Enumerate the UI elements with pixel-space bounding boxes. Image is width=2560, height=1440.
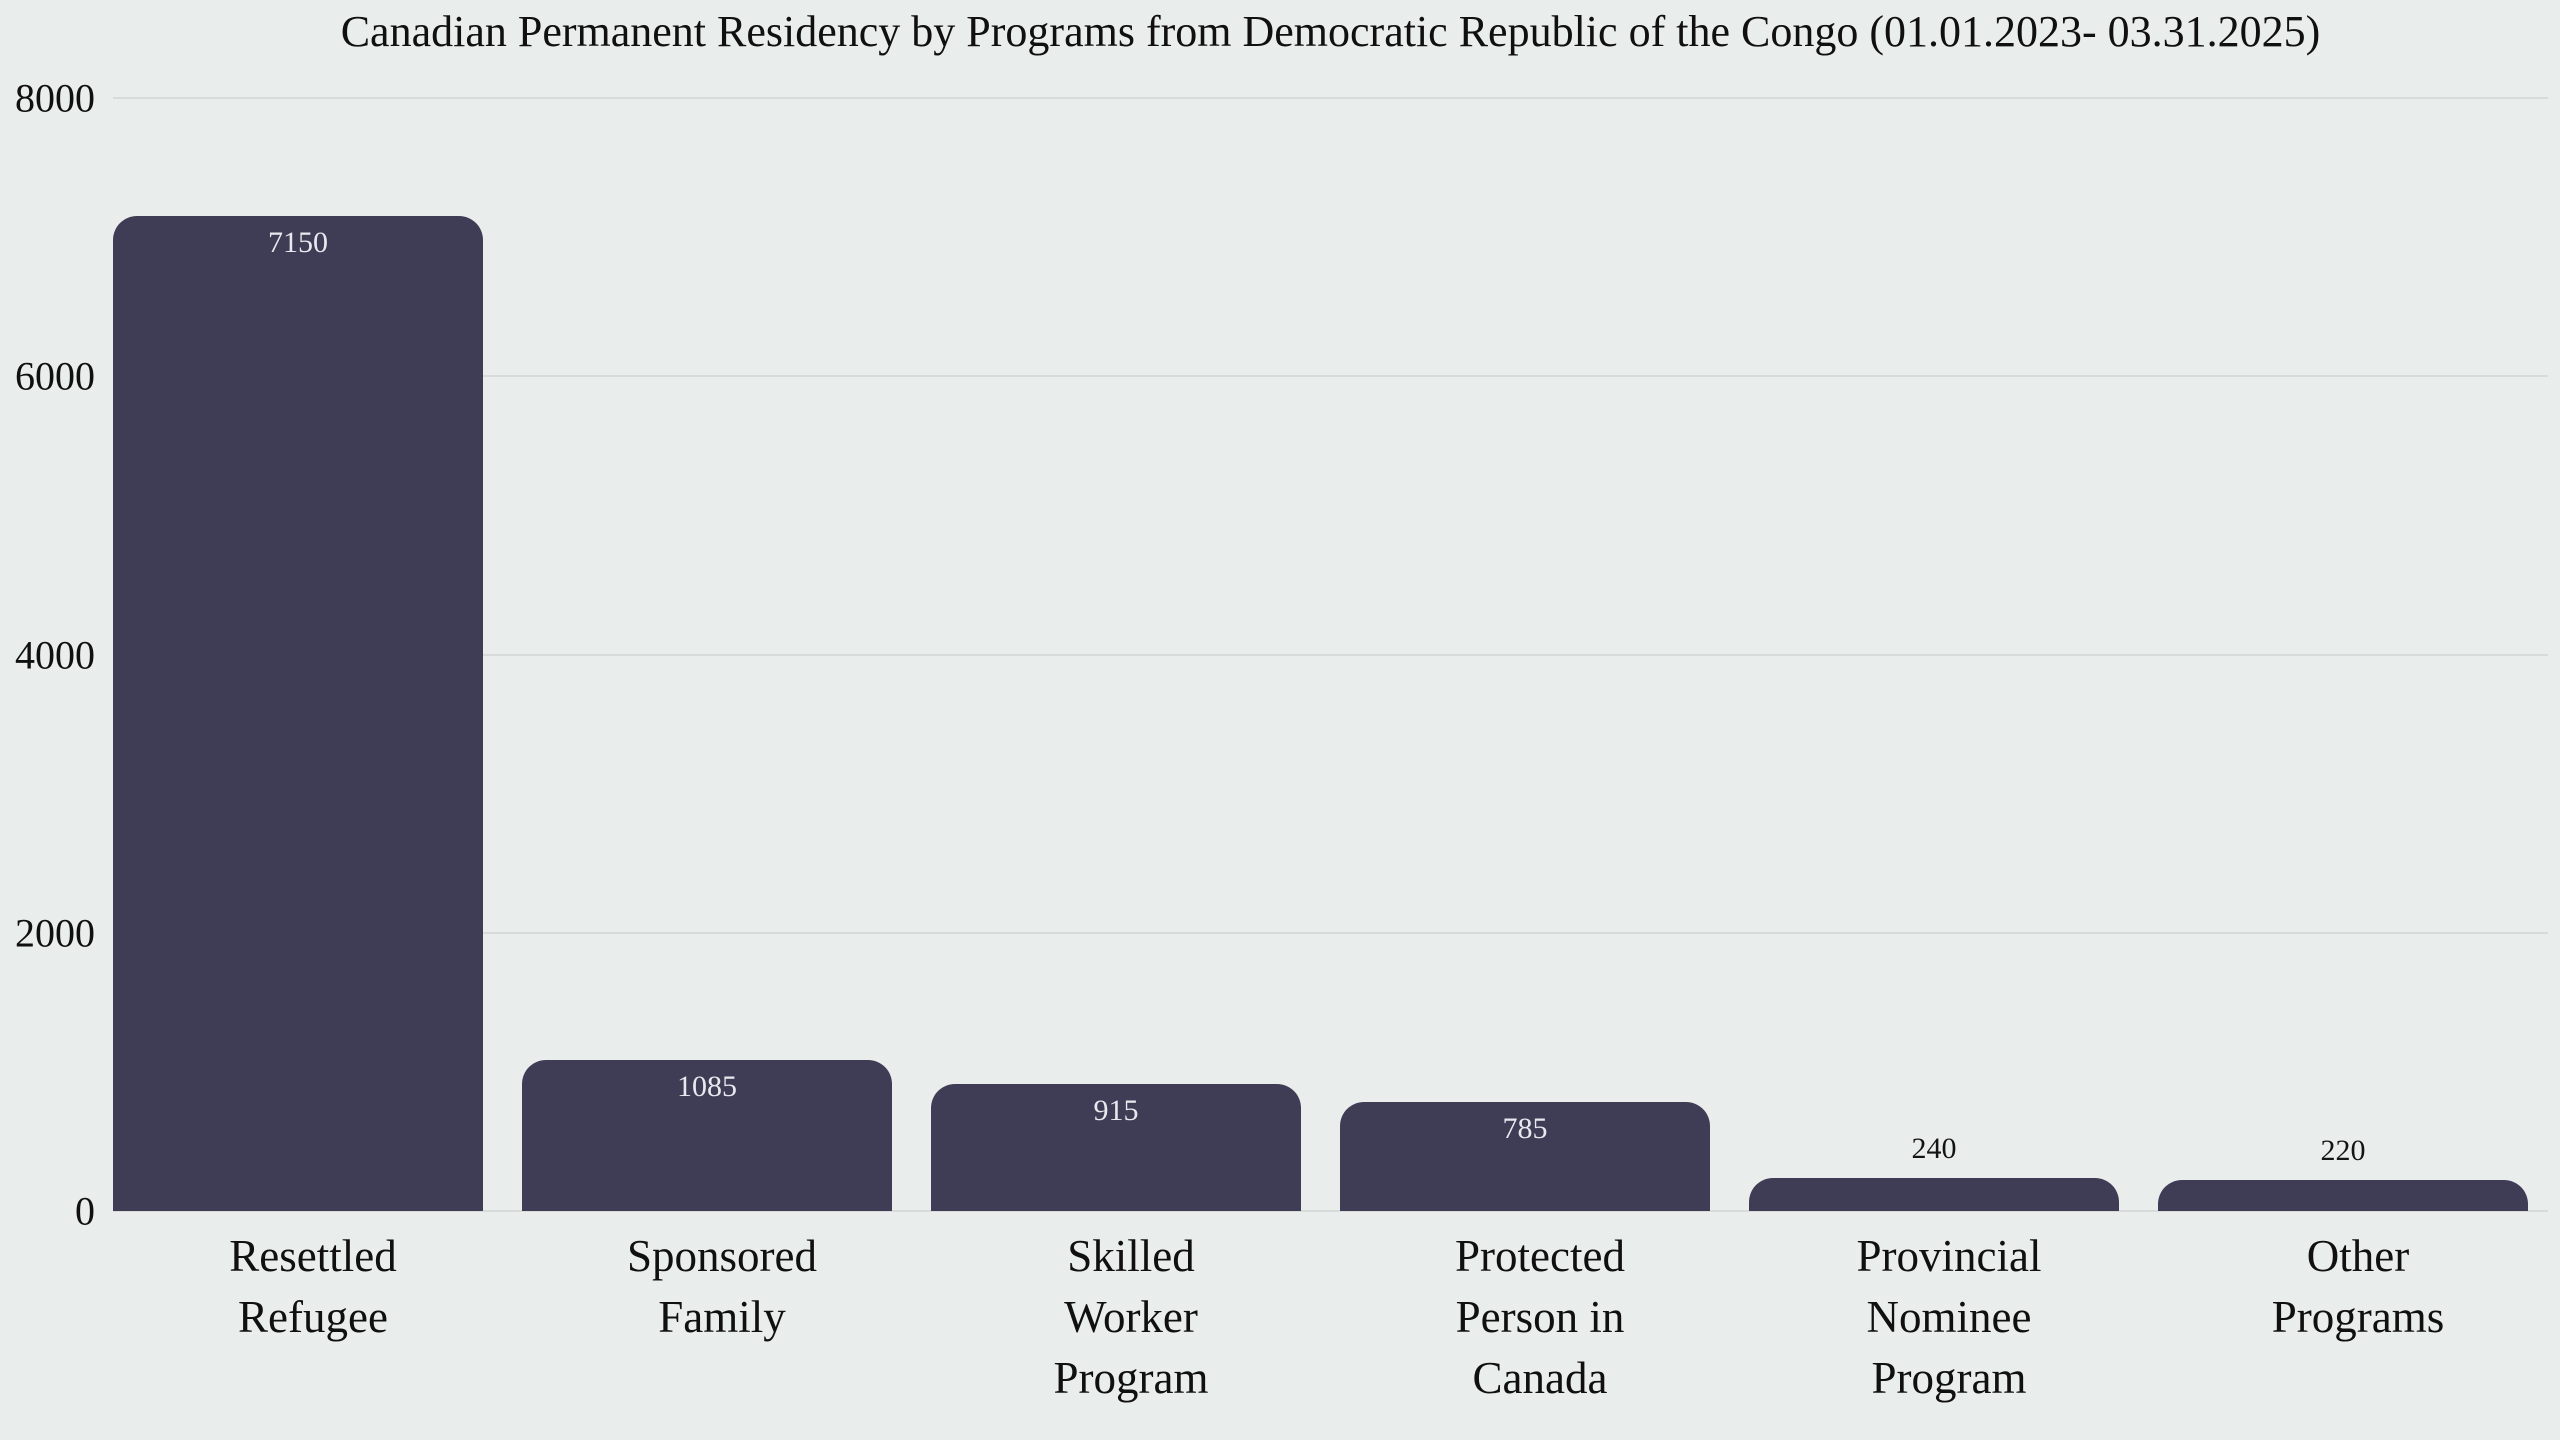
x-axis-label: Protected Person in Canada <box>1455 1231 1625 1403</box>
bar <box>2158 1180 2528 1211</box>
bar <box>1340 1101 1710 1211</box>
gridline <box>113 97 2548 99</box>
gridline <box>113 931 2548 934</box>
y-axis-tick-label: 4000 <box>15 632 95 677</box>
gridline <box>113 653 2548 656</box>
bar <box>113 216 483 1211</box>
gridline <box>113 375 2548 378</box>
bar <box>1749 1177 2119 1211</box>
chart-title: Canadian Permanent Residency by Programs… <box>340 7 2321 56</box>
x-axis-label: Resettled Refugee <box>229 1231 397 1342</box>
bar <box>931 1083 1301 1211</box>
bar-value-label: 915 <box>1093 1093 1139 1127</box>
x-axis-label: Skilled Worker Program <box>1053 1231 1209 1403</box>
y-axis-tick-label: 6000 <box>15 353 95 399</box>
x-axis-label: Sponsored Family <box>627 1231 817 1342</box>
gridline <box>113 1210 2548 1212</box>
bar-value-label: 240 <box>1911 1131 1957 1165</box>
x-axis-label: Other Programs <box>2271 1231 2445 1342</box>
bar-value-label: 220 <box>2320 1134 2366 1168</box>
x-axis-label: Provincial Nominee Program <box>1856 1231 2042 1403</box>
bar <box>522 1060 892 1211</box>
y-axis-tick-label: 8000 <box>15 75 95 121</box>
bar-value-label: 1085 <box>677 1070 737 1104</box>
y-axis-tick-label: 0 <box>75 1188 95 1234</box>
bar-value-label: 785 <box>1502 1111 1548 1145</box>
bar-value-label: 7150 <box>268 226 328 260</box>
y-axis-tick-label: 2000 <box>15 910 95 956</box>
